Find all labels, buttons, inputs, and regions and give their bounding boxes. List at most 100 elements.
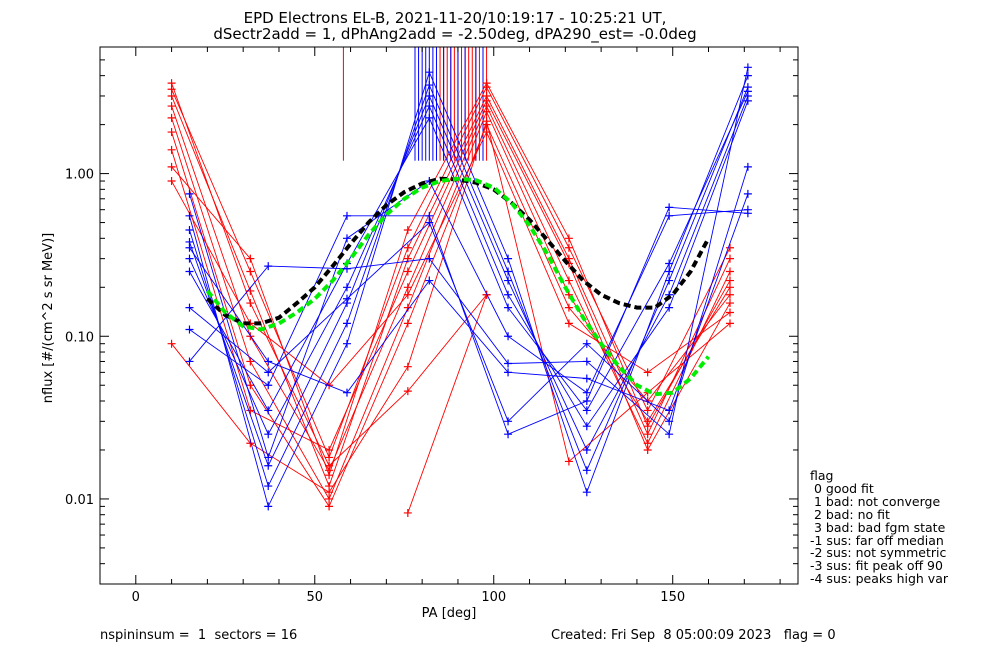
red-point-marker: [246, 299, 255, 308]
legend-entry: -3 sus: fit peak off 90: [810, 558, 943, 574]
red-point-marker: [725, 319, 734, 328]
blue-series-line-1: [189, 70, 749, 508]
red-point-marker: [167, 128, 176, 137]
y-axis-label: nflux [#/(cm^2 s sr MeV)]: [41, 233, 56, 403]
red-point-marker: [246, 267, 255, 276]
blue-point-marker: [665, 276, 674, 285]
blue-point-marker: [425, 102, 434, 111]
red-point-marker: [725, 299, 734, 308]
red-point-marker: [564, 276, 573, 285]
green-fit-curve: [205, 176, 711, 397]
red-point-marker: [725, 308, 734, 317]
red-point-marker: [725, 254, 734, 263]
blue-point-marker: [504, 368, 513, 377]
red-point-marker: [167, 145, 176, 154]
blue-series-line-6: [189, 180, 748, 459]
blue-point-marker: [504, 303, 513, 312]
legend-entry: -1 sus: far off median: [810, 532, 944, 548]
blue-point-marker: [504, 290, 513, 299]
red-point-marker: [564, 457, 573, 466]
red-series-line-10: [171, 82, 487, 467]
red-point-marker: [325, 445, 334, 454]
blue-point-marker: [582, 406, 591, 415]
blue-point-marker: [264, 430, 273, 439]
red-point-marker: [643, 430, 652, 439]
red-point-marker: [643, 406, 652, 415]
blue-point-marker: [743, 71, 752, 80]
red-point-marker: [482, 79, 491, 88]
red-point-marker: [325, 502, 334, 511]
blue-point-marker: [425, 81, 434, 90]
blue-point-marker: [743, 209, 752, 218]
red-point-marker: [403, 319, 412, 328]
plot-area: [167, 47, 752, 517]
blue-point-marker: [185, 254, 194, 263]
x-tick-label: 0: [132, 590, 140, 605]
legend-entry: 1 bad: not converge: [810, 493, 941, 509]
blue-point-marker: [185, 267, 194, 276]
blue-point-marker: [582, 445, 591, 454]
blue-point-marker: [743, 189, 752, 198]
red-series-line-4: [171, 86, 731, 459]
blue-point-marker: [504, 267, 513, 276]
blue-series-line-3: [189, 94, 749, 467]
legend-entry: 3 bad: bad fgm state: [810, 519, 946, 535]
blue-point-marker: [425, 113, 434, 122]
axes: 0 50 100 150 0.01 0.10 1.00: [65, 46, 798, 605]
blue-point-marker: [582, 374, 591, 383]
blue-point-marker: [342, 319, 351, 328]
blue-point-marker: [665, 203, 674, 212]
red-point-marker: [246, 357, 255, 366]
x-axis-label: PA [deg]: [422, 606, 477, 621]
blue-point-marker: [582, 339, 591, 348]
red-point-marker: [403, 290, 412, 299]
blue-point-marker: [264, 381, 273, 390]
red-point-marker: [167, 79, 176, 88]
blue-point-marker: [264, 453, 273, 462]
red-series-line-3: [171, 110, 731, 500]
blue-series-line-10: [189, 193, 749, 412]
red-point-marker: [725, 243, 734, 252]
blue-series-line-8: [189, 206, 748, 435]
red-point-marker: [482, 96, 491, 105]
blue-point-marker: [264, 357, 273, 366]
blue-point-marker: [342, 388, 351, 397]
red-point-marker: [725, 283, 734, 292]
blue-point-marker: [665, 303, 674, 312]
red-point-marker: [564, 234, 573, 243]
red-point-marker: [482, 117, 491, 126]
chart-title-line-2: dSectr2add = 1, dPhAng2add = -2.50deg, d…: [213, 25, 696, 44]
red-point-marker: [167, 339, 176, 348]
blue-point-marker: [425, 68, 434, 77]
plot-frame: [99, 46, 799, 585]
red-point-marker: [564, 290, 573, 299]
red-point-marker: [403, 243, 412, 252]
blue-point-marker: [582, 488, 591, 497]
red-point-marker: [167, 177, 176, 186]
red-point-marker: [725, 267, 734, 276]
blue-point-marker: [264, 502, 273, 511]
red-point-marker: [643, 445, 652, 454]
legend-title: flag: [810, 468, 834, 483]
x-tick-label: 150: [660, 590, 685, 605]
blue-point-marker: [264, 368, 273, 377]
blue-point-marker: [504, 359, 513, 368]
blue-point-marker: [425, 254, 434, 263]
legend-entry: -4 sus: peaks high var: [810, 571, 949, 587]
blue-point-marker: [185, 357, 194, 366]
blue-point-marker: [185, 226, 194, 235]
red-point-marker: [482, 107, 491, 116]
blue-point-marker: [342, 211, 351, 220]
red-point-marker: [325, 453, 334, 462]
x-tick-label: 50: [306, 590, 323, 605]
red-point-marker: [403, 508, 412, 517]
blue-point-marker: [504, 276, 513, 285]
black-fit-curve: [206, 176, 711, 326]
chart-title-line-1: EPD Electrons EL-B, 2021-11-20/10:19:17 …: [244, 9, 667, 27]
blue-point-marker: [582, 388, 591, 397]
blue-point-marker: [665, 211, 674, 220]
blue-point-marker: [743, 63, 752, 72]
red-point-marker: [246, 381, 255, 390]
blue-point-marker: [665, 267, 674, 276]
